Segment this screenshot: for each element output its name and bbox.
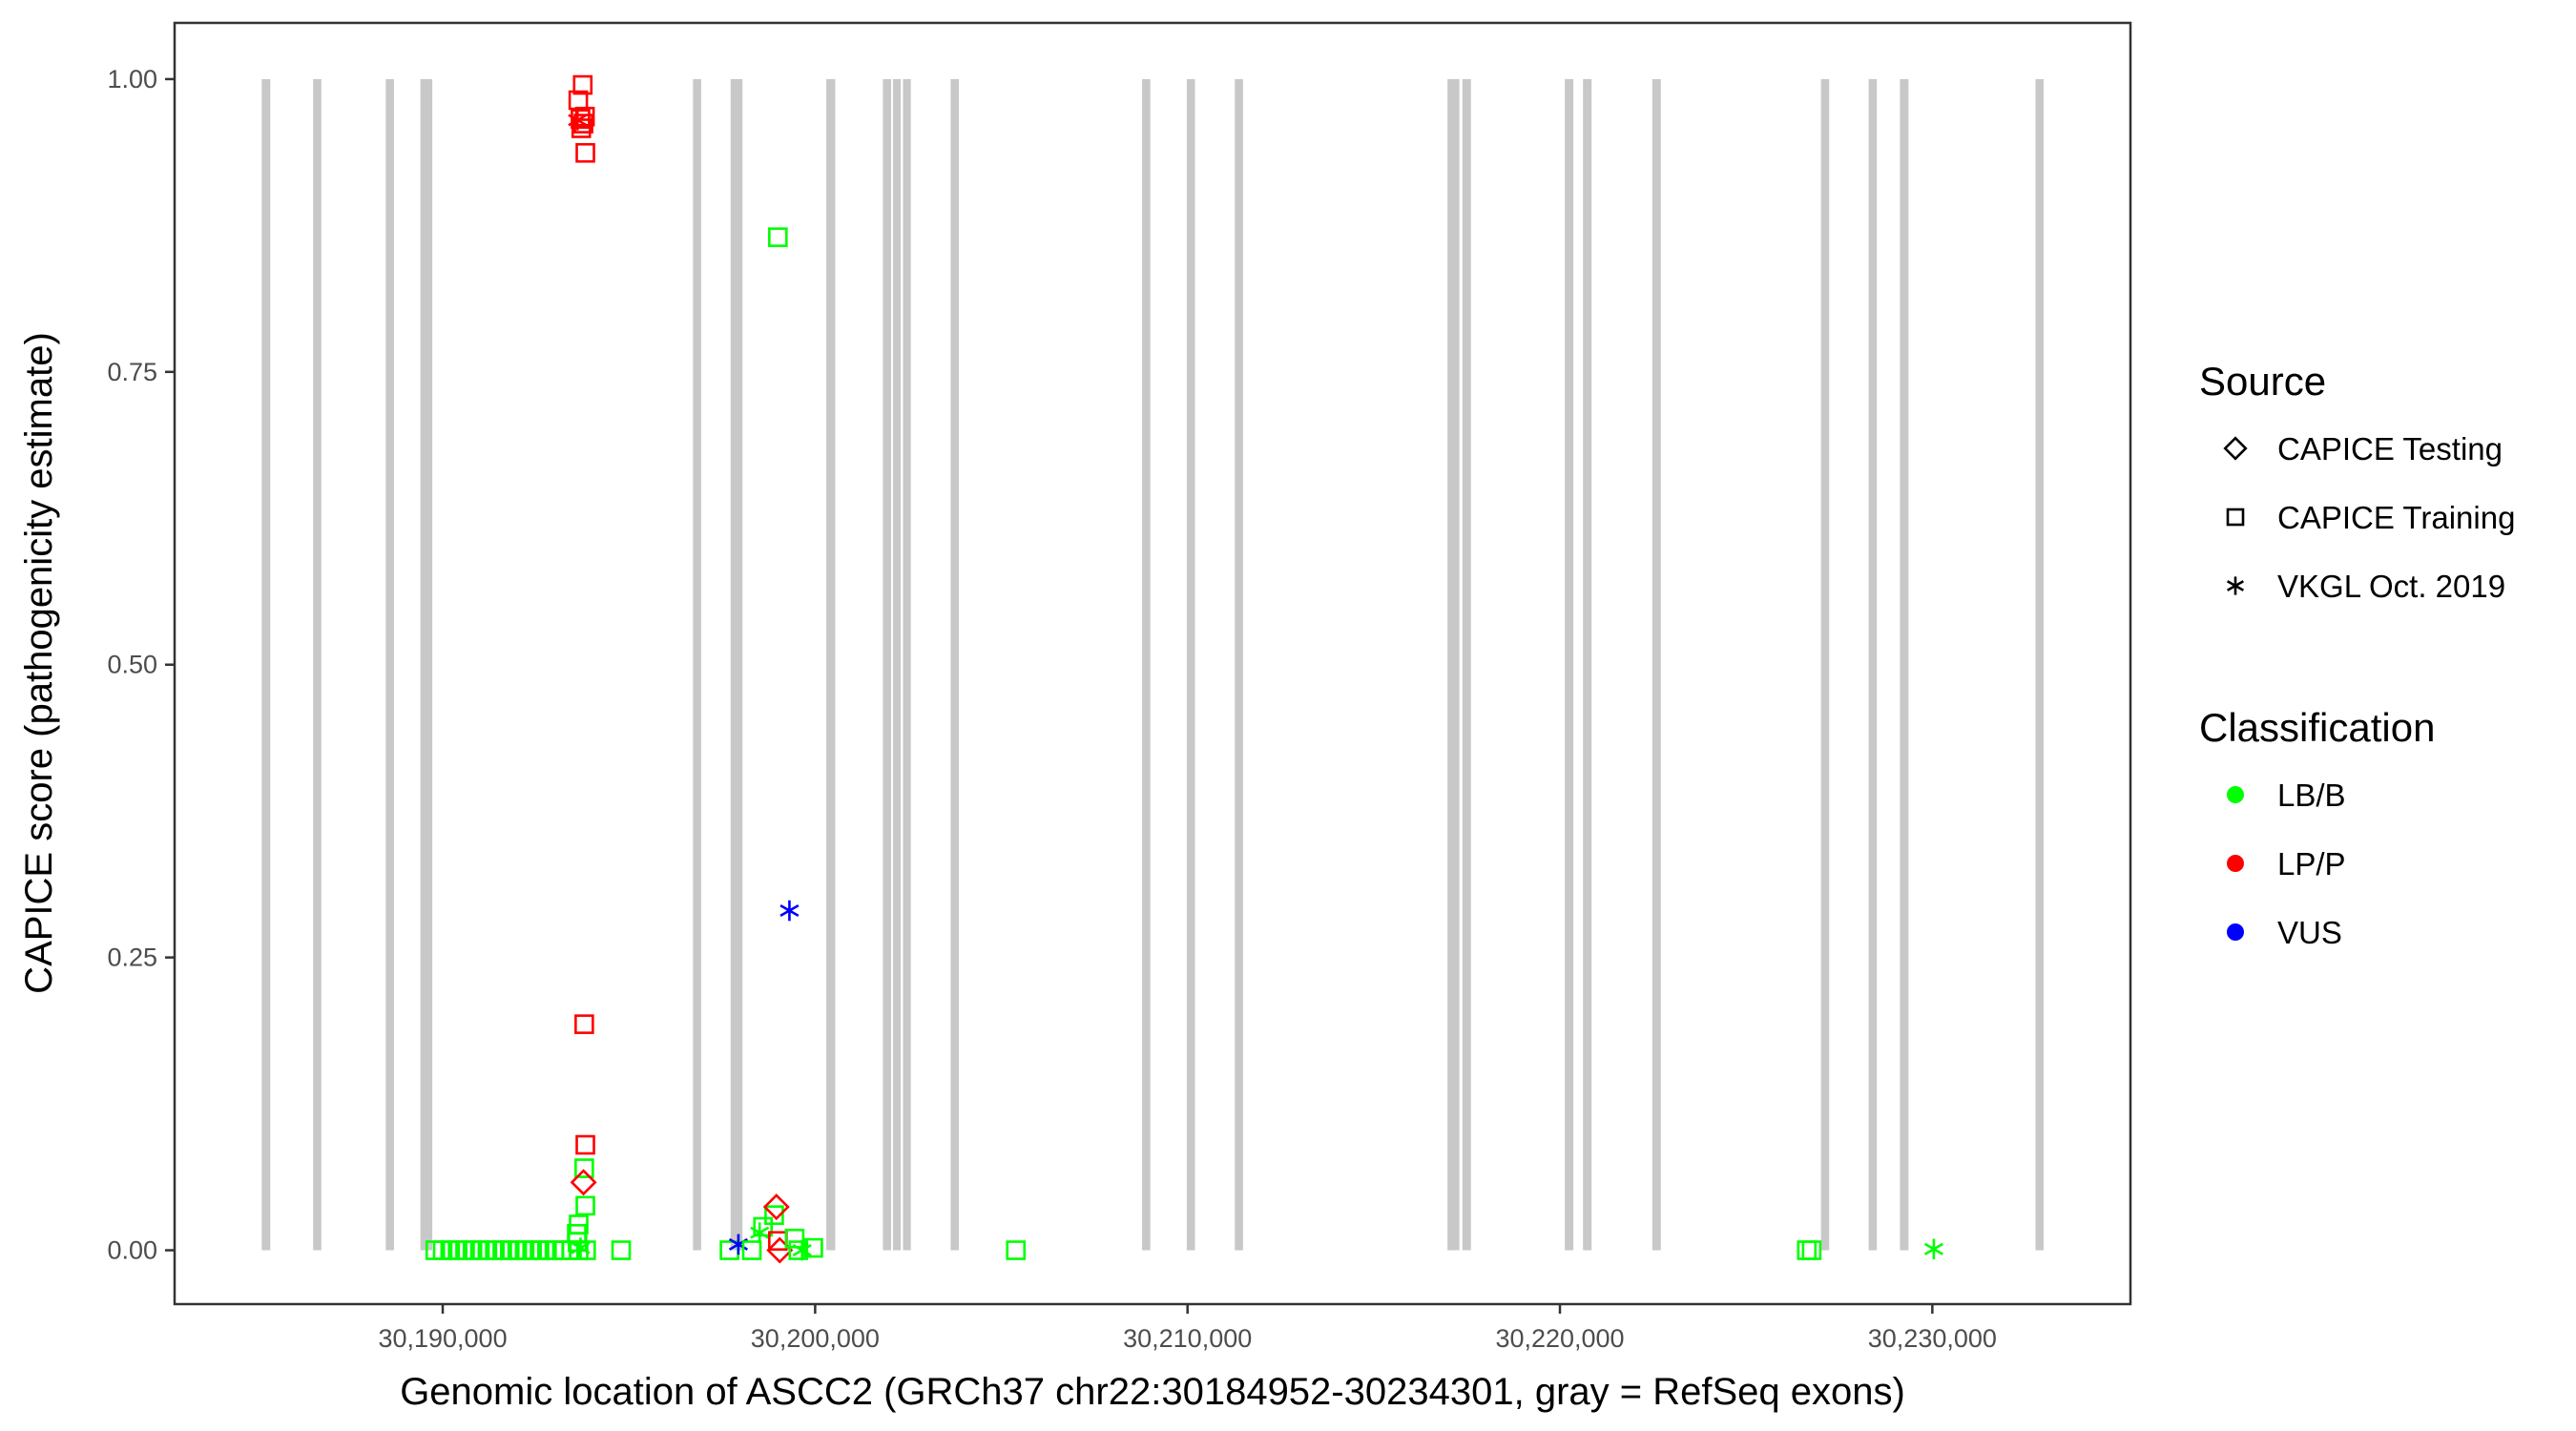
data-point-square (575, 142, 595, 163)
x-axis-title: Genomic location of ASCC2 (GRCh37 chr22:… (400, 1371, 1905, 1413)
data-point-square (576, 1240, 596, 1260)
exon-bar (892, 78, 902, 1251)
exon-bars (261, 78, 2045, 1251)
plot-panel-border (173, 21, 2132, 1306)
exon-bar (1447, 78, 1460, 1251)
exon-bar (313, 78, 322, 1251)
y-tick-label: 0.75 (107, 358, 157, 386)
data-point-square (611, 1240, 632, 1260)
data-points (425, 74, 1943, 1264)
exon-bar (385, 78, 394, 1251)
legend-source-title: Source (2199, 359, 2326, 404)
legend-square-icon (2226, 508, 2245, 527)
exon-bar (826, 78, 836, 1251)
legend-source-label: CAPICE Training (2277, 500, 2515, 535)
legend-source-label: CAPICE Testing (2277, 431, 2503, 467)
data-point-square (768, 227, 788, 247)
legend: Source CAPICE Testing CAPICE Training VKGL… (2199, 359, 2515, 950)
legend-classification-title: Classification (2199, 705, 2435, 750)
exon-bar (420, 78, 433, 1251)
exon-bar (883, 78, 891, 1251)
data-point-square (575, 1195, 595, 1216)
exon-bar (1652, 78, 1661, 1251)
data-point-diamond (762, 1193, 790, 1221)
legend-source-label: VKGL Oct. 2019 (2277, 569, 2505, 604)
x-tick-label: 30,230,000 (1868, 1324, 1997, 1353)
data-point-square (1797, 1240, 1818, 1260)
y-tick-label: 0.00 (107, 1236, 157, 1265)
legend-color-dot-icon (2227, 786, 2244, 803)
data-point-square (1006, 1240, 1027, 1260)
exon-bar (261, 78, 271, 1251)
exon-bar (903, 78, 911, 1251)
x-tick-label: 30,220,000 (1495, 1324, 1624, 1353)
legend-diamond-icon (2223, 436, 2248, 461)
y-tick-label: 0.25 (107, 944, 157, 972)
exon-bar (1820, 78, 1830, 1251)
data-point-square (764, 1205, 784, 1226)
legend-class-label: LB/B (2277, 778, 2346, 813)
data-point-square (573, 114, 593, 134)
x-axis: 30,190,000 30,200,000 30,210,000 30,220,000… (378, 1304, 1997, 1353)
data-point-asterisk (779, 900, 800, 922)
exon-bar (1142, 78, 1151, 1251)
exon-bar (1868, 78, 1878, 1251)
legend-color-dot-icon (2227, 855, 2244, 872)
data-point-diamond (570, 1169, 597, 1196)
data-point-asterisk (1923, 1238, 1943, 1260)
data-point-asterisk (792, 1239, 812, 1261)
data-point-square (1801, 1240, 1822, 1260)
data-point-square (572, 74, 593, 95)
x-tick-label: 30,210,000 (1123, 1324, 1252, 1353)
data-point-square (575, 1134, 595, 1155)
data-point-square (574, 1158, 594, 1178)
data-point-square (803, 1237, 823, 1258)
exon-bar (1565, 78, 1574, 1251)
data-point-square (571, 118, 592, 138)
exon-bar (2035, 78, 2045, 1251)
x-tick-label: 30,200,000 (751, 1324, 880, 1353)
data-point-square (753, 1216, 774, 1237)
y-axis: 0.00 0.25 0.50 0.75 1.00 (107, 65, 175, 1265)
legend-class-label: VUS (2277, 915, 2342, 950)
x-tick-label: 30,190,000 (378, 1324, 507, 1353)
exon-bar (1186, 78, 1195, 1251)
legend-color-dot-icon (2227, 923, 2244, 941)
exon-bar (1583, 78, 1592, 1251)
legend-class-label: LP/P (2277, 846, 2346, 881)
exon-bar (1900, 78, 1909, 1251)
exon-bar (1462, 78, 1471, 1251)
exon-bar (693, 78, 701, 1251)
data-point-asterisk (568, 110, 588, 131)
exon-bar (730, 78, 743, 1251)
y-axis-title: CAPICE score (pathogenicity estimate) (18, 332, 60, 994)
legend-asterisk-icon (2227, 576, 2244, 595)
exon-bar (950, 78, 960, 1251)
data-point-square (574, 1014, 594, 1034)
y-tick-label: 0.50 (107, 651, 157, 679)
y-tick-label: 1.00 (107, 65, 157, 93)
exon-bar (1235, 78, 1243, 1251)
data-point-square (788, 1240, 809, 1260)
data-point-square (741, 1240, 762, 1260)
